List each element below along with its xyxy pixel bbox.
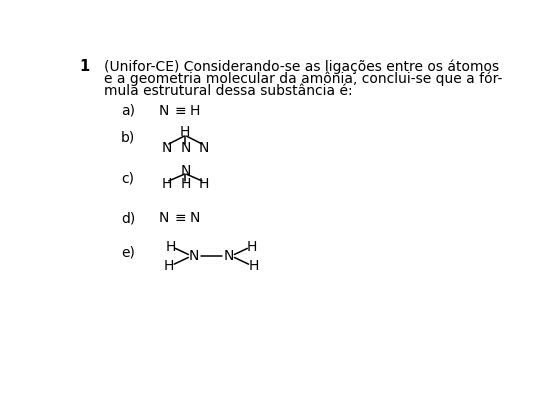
Text: b): b): [121, 131, 135, 145]
Text: N: N: [180, 141, 191, 154]
Text: N: N: [199, 141, 209, 154]
Text: H: H: [249, 259, 259, 273]
Text: H: H: [163, 259, 174, 273]
Text: c): c): [121, 172, 134, 186]
Text: a): a): [121, 104, 135, 118]
Text: H: H: [199, 177, 209, 191]
Text: H: H: [190, 104, 200, 118]
Text: H: H: [180, 125, 190, 140]
Text: mula estrutural dessa substância é:: mula estrutural dessa substância é:: [105, 84, 353, 98]
Text: 1: 1: [79, 59, 90, 74]
Text: ≡: ≡: [174, 104, 186, 118]
Text: N: N: [190, 211, 200, 225]
Text: H: H: [166, 240, 176, 254]
Text: d): d): [121, 211, 135, 225]
Text: (Unifor-CE) Considerando-se as ligações entre os átomos: (Unifor-CE) Considerando-se as ligações …: [105, 60, 500, 74]
Text: e): e): [121, 246, 135, 260]
Text: e a geometria molecular da amônia, conclui-se que a fór-: e a geometria molecular da amônia, concl…: [105, 72, 503, 86]
Text: N: N: [180, 164, 191, 178]
Text: N: N: [189, 249, 199, 263]
Text: H: H: [161, 177, 172, 191]
Text: H: H: [247, 240, 257, 254]
Text: N: N: [159, 211, 169, 225]
Text: N: N: [161, 141, 172, 154]
Text: N: N: [159, 104, 169, 118]
Text: N: N: [224, 249, 234, 263]
Text: H: H: [180, 177, 191, 191]
Text: ≡: ≡: [174, 211, 186, 225]
